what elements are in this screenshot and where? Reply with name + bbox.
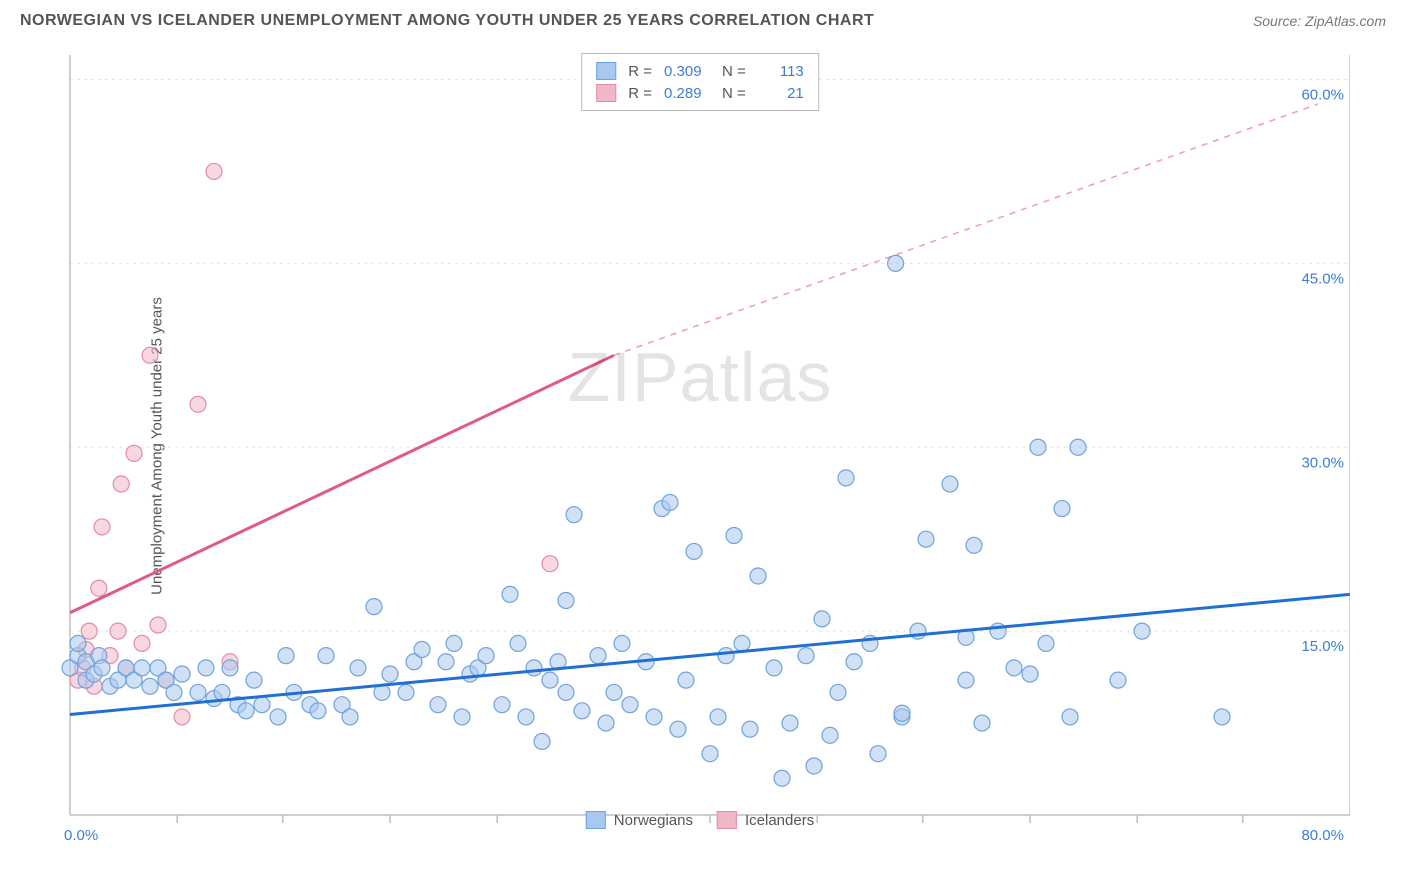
x-axis-min-label: 0.0% xyxy=(64,827,98,844)
r-label: R = xyxy=(628,63,652,80)
svg-text:45.0%: 45.0% xyxy=(1301,270,1344,287)
legend-label: Norwegians xyxy=(614,812,693,829)
legend-swatch xyxy=(596,84,616,102)
correlation-row: R = 0.309 N = 113 xyxy=(596,60,804,82)
svg-text:30.0%: 30.0% xyxy=(1301,454,1344,471)
n-label: N = xyxy=(722,63,746,80)
legend-swatch xyxy=(596,62,616,80)
legend-item: Icelanders xyxy=(717,811,814,829)
chart-area: 15.0%30.0%45.0%60.0% ZIPatlas R =0.309N … xyxy=(50,45,1350,835)
legend-swatch xyxy=(586,811,606,829)
legend-item: Norwegians xyxy=(586,811,693,829)
chart-title: NORWEGIAN VS ICELANDER UNEMPLOYMENT AMON… xyxy=(20,12,874,30)
scatter-chart: 15.0% 30.0% 45.0% 60.0% xyxy=(50,45,1350,835)
series-legend: Norwegians Icelanders xyxy=(586,811,814,829)
svg-text:15.0%: 15.0% xyxy=(1301,638,1344,655)
n-value: 113 xyxy=(758,63,804,80)
correlation-legend: R = 0.309 N = 113 R = 0.289 N = 21 xyxy=(581,53,819,111)
x-axis-max-label: 80.0% xyxy=(1301,827,1344,844)
r-value: 0.309 xyxy=(664,63,710,80)
r-value: 0.289 xyxy=(664,85,710,102)
svg-text:60.0%: 60.0% xyxy=(1301,87,1344,104)
legend-label: Icelanders xyxy=(745,812,814,829)
legend-swatch xyxy=(717,811,737,829)
r-label: R = xyxy=(628,85,652,102)
n-value: 21 xyxy=(758,85,804,102)
correlation-row: R = 0.289 N = 21 xyxy=(596,82,804,104)
source-label: Source: ZipAtlas.com xyxy=(1253,13,1386,29)
n-label: N = xyxy=(722,85,746,102)
